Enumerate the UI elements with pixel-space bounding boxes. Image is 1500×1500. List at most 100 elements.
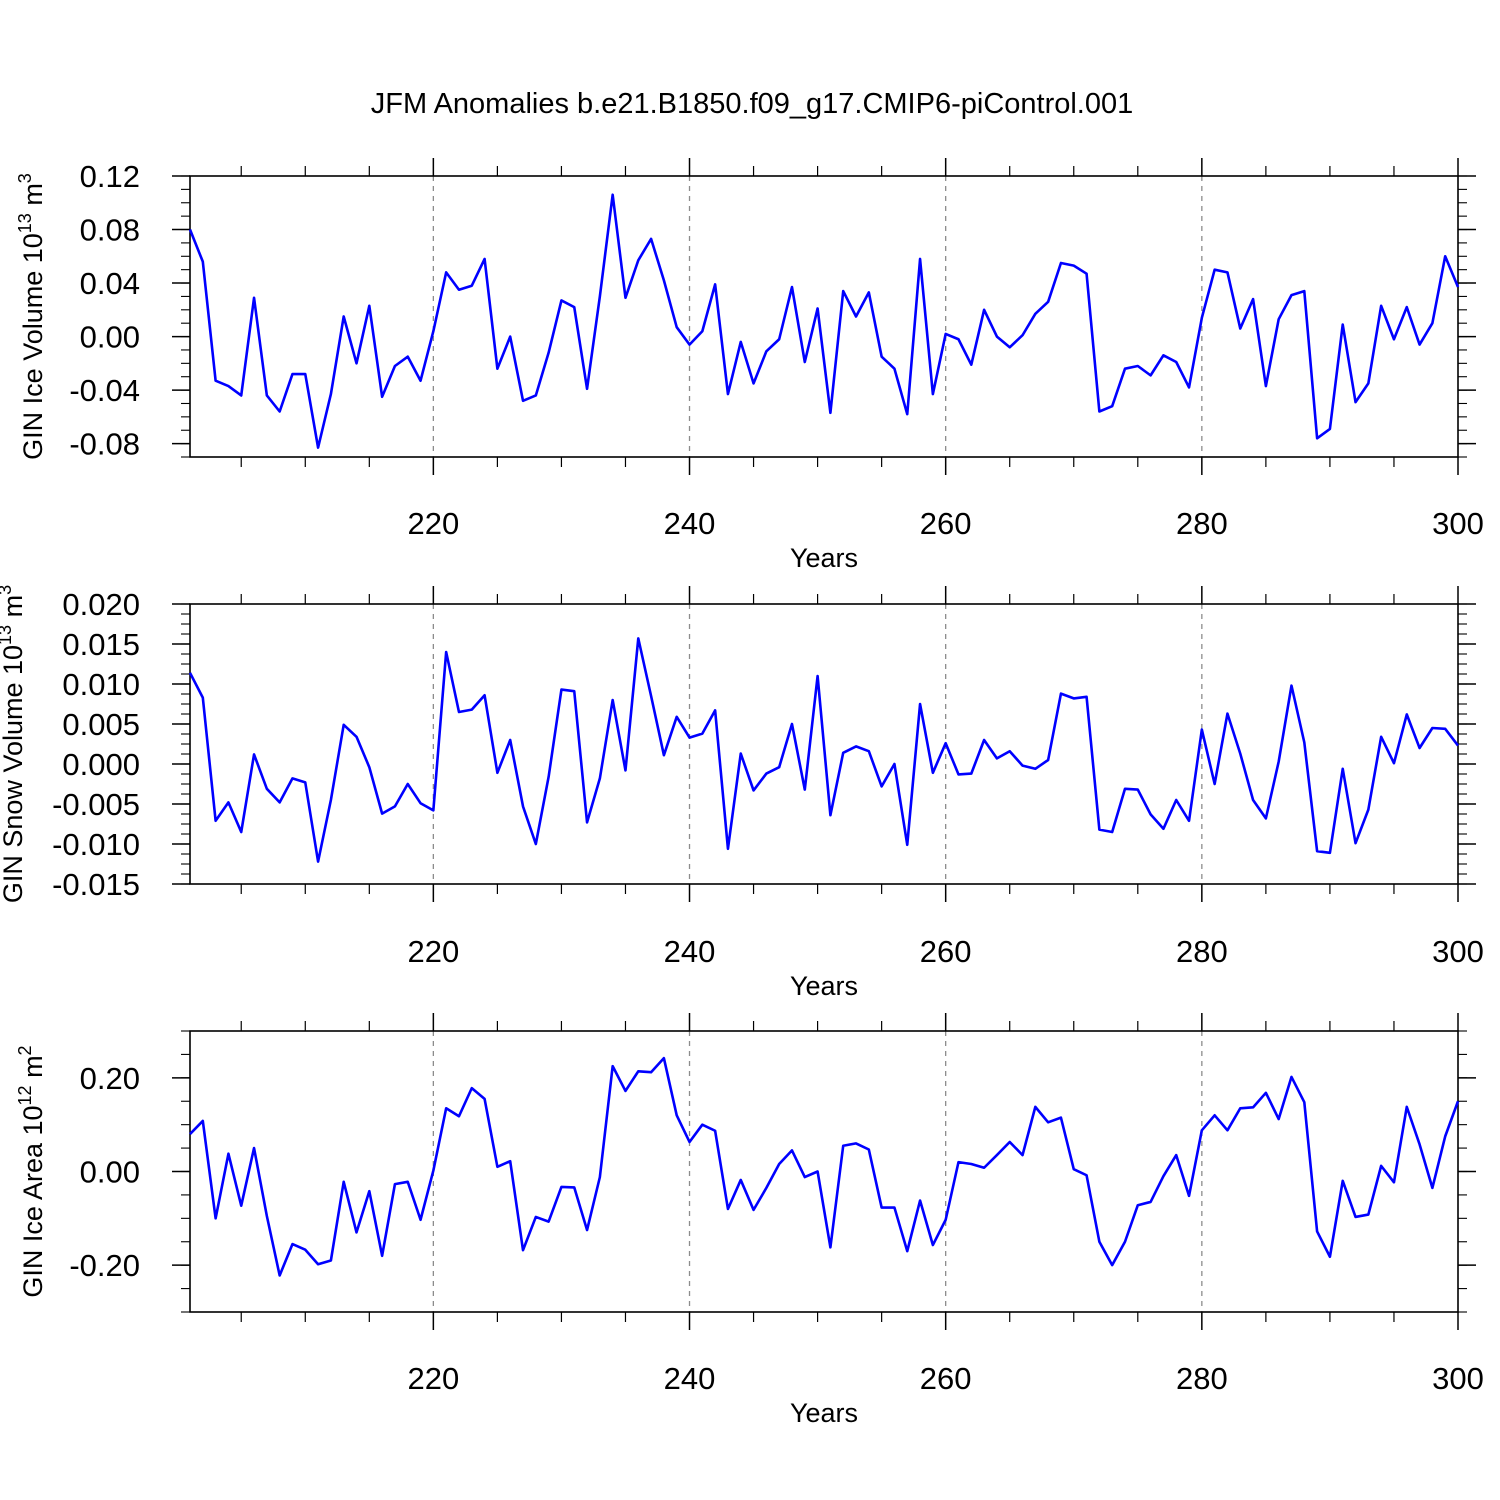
data-point (342, 1181, 345, 1184)
data-point (381, 812, 384, 815)
data-point (1393, 1181, 1396, 1184)
data-point (944, 1218, 947, 1221)
y-tick-label: -0.20 (69, 1248, 140, 1283)
data-point (317, 860, 320, 863)
data-point (1252, 298, 1255, 301)
data-point (1290, 684, 1293, 687)
data-point (1265, 1092, 1268, 1095)
data-point (1341, 323, 1344, 326)
data-point (368, 1190, 371, 1193)
data-point (1085, 272, 1088, 275)
panel-2: 220 240 260 280 300 -0.015 -0.010 -0.005 0.000 0.… (0, 585, 1484, 1001)
data-point (791, 1149, 794, 1152)
x-tick-label: 240 (664, 1361, 716, 1396)
data-point (637, 259, 640, 262)
data-point (509, 1160, 512, 1163)
data-point (394, 805, 397, 808)
data-point (688, 736, 691, 739)
data-point (1047, 1121, 1050, 1124)
data-point (330, 799, 333, 802)
data-point (816, 1170, 819, 1173)
data-point (240, 1204, 243, 1207)
x-tick-label: 280 (1176, 506, 1228, 541)
data-point (893, 763, 896, 766)
data-point (1188, 1195, 1191, 1198)
data-point (1136, 1204, 1139, 1207)
data-point (381, 395, 384, 398)
data-point (560, 1186, 563, 1189)
data-point (778, 1163, 781, 1166)
data-point (227, 385, 230, 388)
plot-frame (189, 175, 1459, 458)
y-axis-label-text: m (0, 595, 28, 625)
data-point (1341, 768, 1344, 771)
data-point (214, 379, 217, 382)
data-point (291, 1243, 294, 1246)
data-point (1316, 1230, 1319, 1233)
x-tick-label: 220 (407, 506, 459, 541)
data-point (816, 307, 819, 310)
data-point (432, 809, 435, 812)
data-point (983, 1166, 986, 1169)
data-point (1329, 1255, 1332, 1258)
data-point (381, 1255, 384, 1258)
data-point (842, 752, 845, 755)
y-axis-label-superscript: 12 (15, 1085, 35, 1105)
data-point (829, 814, 832, 817)
data-point (560, 299, 563, 302)
data-point (573, 690, 576, 693)
data-point (1162, 1175, 1165, 1178)
x-tick-label: 260 (920, 1361, 972, 1396)
data-point (1085, 696, 1088, 699)
panel-3: 220 240 260 280 300 -0.20 0.00 0.20 Years GIN Ice… (15, 1013, 1484, 1428)
data-point (1367, 382, 1370, 385)
data-point (1303, 741, 1306, 744)
data-point (944, 333, 947, 336)
data-point (906, 844, 909, 847)
data-point (470, 708, 473, 711)
data-point (214, 1217, 217, 1220)
data-point (1162, 828, 1165, 831)
data-point (624, 769, 627, 772)
data-point (1380, 1165, 1383, 1168)
data-point (368, 304, 371, 307)
data-point (573, 306, 576, 309)
data-point (1316, 850, 1319, 853)
data-point (278, 1274, 281, 1277)
data-point (1047, 759, 1050, 762)
data-point (1111, 831, 1114, 834)
data-point (304, 781, 307, 784)
data-point (1380, 736, 1383, 739)
data-point (547, 776, 550, 779)
data-point (573, 1186, 576, 1189)
data-point (1149, 1201, 1152, 1204)
data-point (470, 1087, 473, 1090)
data-point (496, 772, 499, 775)
data-point (919, 1199, 922, 1202)
data-point (240, 831, 243, 834)
data-point (240, 394, 243, 397)
data-point (1457, 286, 1460, 289)
data-point (266, 1215, 269, 1218)
data-point (919, 258, 922, 261)
data-point (1444, 728, 1447, 731)
y-axis-label: GIN Snow Volume 1013 m3 (0, 585, 28, 903)
data-point (893, 1206, 896, 1209)
data-point (1213, 268, 1216, 271)
data-point (1136, 365, 1139, 368)
data-point (803, 361, 806, 364)
data-point (560, 688, 563, 691)
data-point (1290, 1076, 1293, 1079)
data-point (1277, 1118, 1280, 1121)
data-point (829, 1246, 832, 1249)
data-point (1098, 410, 1101, 413)
data-point (445, 271, 448, 274)
data-point (522, 1249, 525, 1252)
data-point (650, 695, 653, 698)
data-point (624, 296, 627, 299)
x-tick-label: 280 (1176, 934, 1228, 969)
data-point (1431, 727, 1434, 730)
data-point (1277, 760, 1280, 763)
data-point (1418, 343, 1421, 346)
